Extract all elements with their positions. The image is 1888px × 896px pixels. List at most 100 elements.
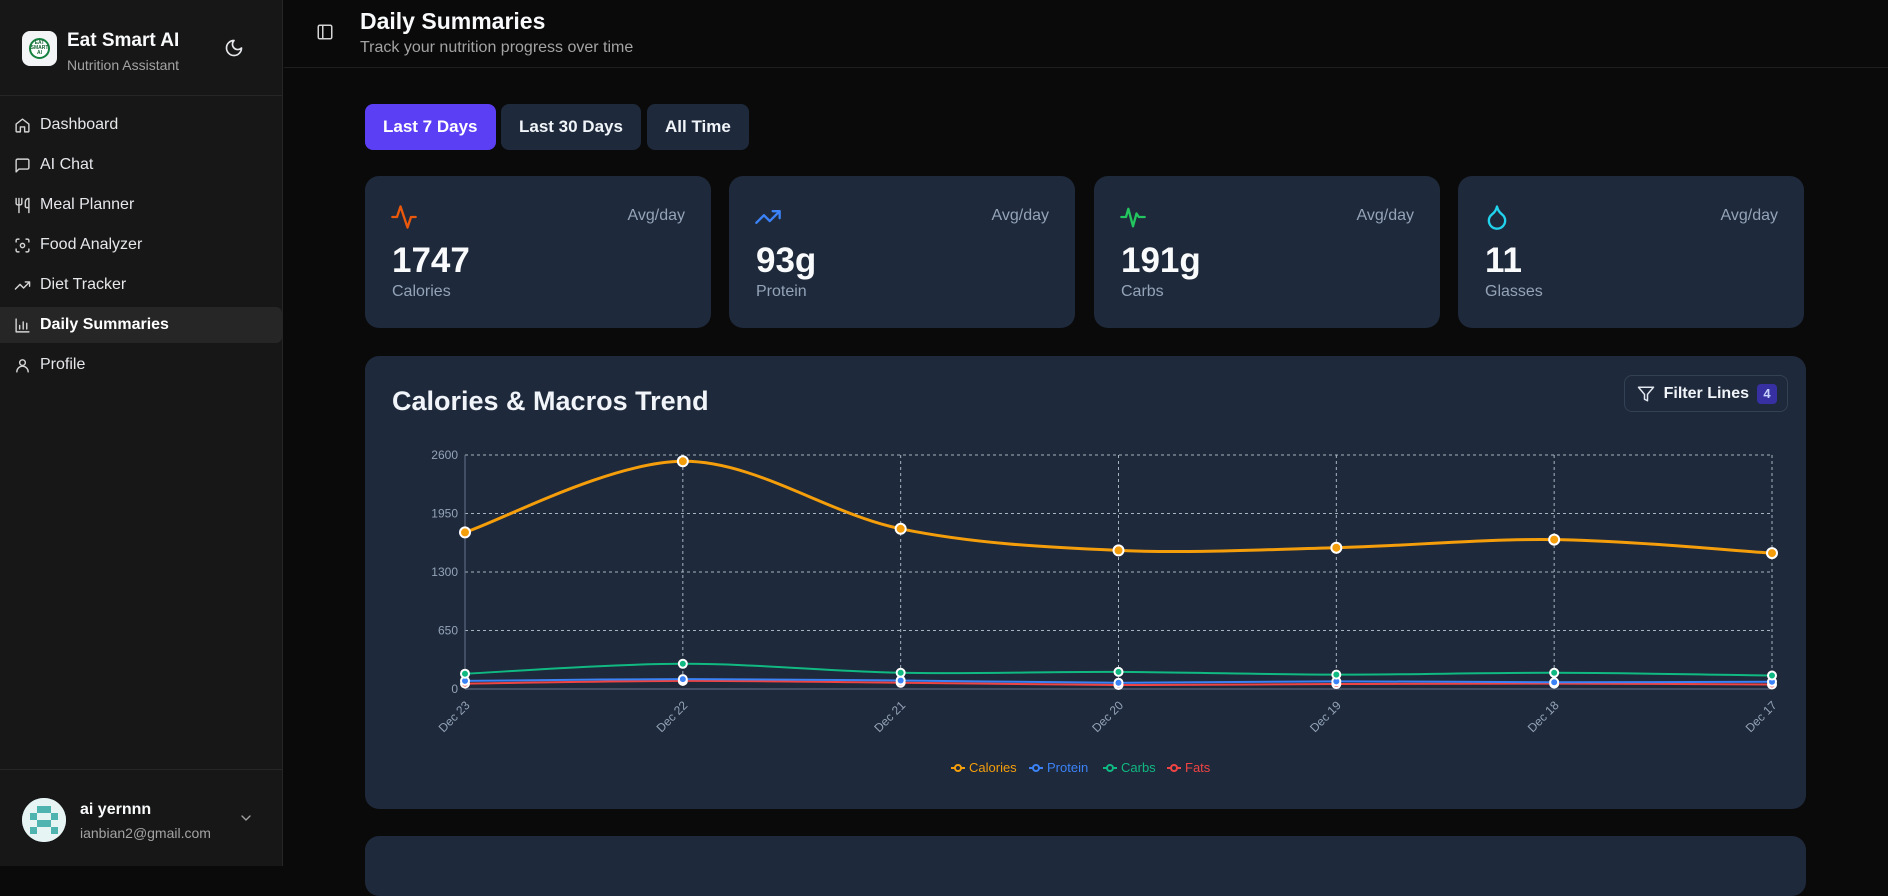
pulse-icon <box>1119 203 1147 231</box>
chat-icon <box>14 157 31 174</box>
user-name: ai yernnn <box>80 801 152 818</box>
y-tick-label: 650 <box>438 624 458 638</box>
range-last-7-days-button[interactable]: Last 7 Days <box>365 104 496 150</box>
sidebar-nav: Dashboard AI Chat Meal Planner Food Anal… <box>0 96 282 383</box>
sidebar-item-food-analyzer[interactable]: Food Analyzer <box>0 227 282 263</box>
main-content: Daily Summaries Track your nutrition pro… <box>284 0 1888 896</box>
legend-label-fats[interactable]: Fats <box>1185 760 1211 775</box>
legend-label-protein[interactable]: Protein <box>1047 760 1088 775</box>
legend-label-calories[interactable]: Calories <box>969 760 1017 775</box>
y-tick-label: 1300 <box>431 565 458 579</box>
data-point-carbs[interactable] <box>1113 666 1124 677</box>
sidebar: EAT SMART AI Eat Smart AI Nutrition Assi… <box>0 0 283 866</box>
data-point-calories[interactable] <box>1766 547 1778 560</box>
app-subtitle: Nutrition Assistant <box>67 57 180 73</box>
stat-avg-label: Avg/day <box>1720 207 1778 224</box>
user-email: ianbian2@gmail.com <box>80 825 211 841</box>
trend-chart: 0 650 1300 1950 2600 Dec 23 Dec 22 Dec 21 Dec 20… <box>431 448 1780 775</box>
y-tick-label: 0 <box>451 682 458 696</box>
stat-avg-label: Avg/day <box>991 207 1049 224</box>
sidebar-item-label: Diet Tracker <box>40 276 127 293</box>
chart-title: Calories & Macros Trend <box>392 386 709 416</box>
stat-avg-label: Avg/day <box>627 207 685 224</box>
legend-marker <box>1170 764 1178 772</box>
theme-toggle-moon-icon[interactable] <box>224 38 246 60</box>
top-bar: Daily Summaries Track your nutrition pro… <box>284 0 1888 68</box>
data-point-carbs[interactable] <box>1331 669 1342 680</box>
trending-up-icon <box>754 203 782 231</box>
stat-card-calories: Avg/day 1747 Calories <box>365 176 711 328</box>
stat-label: Protein <box>756 283 807 300</box>
legend-marker <box>1106 764 1114 772</box>
data-point-protein[interactable] <box>1113 677 1124 688</box>
chevron-down-icon[interactable] <box>238 810 254 826</box>
sidebar-item-dashboard[interactable]: Dashboard <box>0 107 282 143</box>
page-title: Daily Summaries <box>360 8 546 34</box>
legend-marker <box>1032 764 1040 772</box>
sidebar-item-label: Profile <box>40 356 86 373</box>
stat-value: 93g <box>756 241 817 280</box>
filter-lines-button[interactable]: Filter Lines 4 <box>1623 375 1788 412</box>
sidebar-item-label: Daily Summaries <box>40 316 169 333</box>
sidebar-item-ai-chat[interactable]: AI Chat <box>0 147 282 183</box>
stat-value: 11 <box>1485 241 1522 280</box>
data-point-calories[interactable] <box>459 526 471 539</box>
x-tick-label: Dec 23 <box>436 698 473 735</box>
data-point-calories[interactable] <box>676 455 689 468</box>
home-icon <box>14 117 31 134</box>
stat-label: Calories <box>392 283 451 300</box>
trend-chart-card: 0 650 1300 1950 2600 Dec 23 Dec 22 Dec 21 Dec 20… <box>365 356 1806 809</box>
data-point-calories[interactable] <box>894 522 907 535</box>
legend-marker <box>954 764 962 772</box>
data-point-carbs[interactable] <box>677 658 688 669</box>
data-point-protein[interactable] <box>1549 677 1560 688</box>
activity-icon <box>390 203 418 231</box>
x-tick-label: Dec 17 <box>1743 698 1780 735</box>
data-point-carbs[interactable] <box>1549 667 1560 678</box>
range-all-time-button[interactable]: All Time <box>647 104 749 150</box>
stat-value: 191g <box>1121 241 1201 280</box>
sidebar-item-profile[interactable]: Profile <box>0 347 282 383</box>
stat-card-carbs: Avg/day 191g Carbs <box>1094 176 1440 328</box>
utensils-icon <box>14 197 31 214</box>
data-point-carbs[interactable] <box>1767 670 1777 681</box>
sidebar-toggle-icon[interactable] <box>316 23 334 41</box>
stat-label: Carbs <box>1121 283 1164 300</box>
sidebar-item-label: AI Chat <box>40 156 94 173</box>
user-menu[interactable]: ai yernnn ianbian2@gmail.com <box>0 769 283 866</box>
data-point-protein[interactable] <box>677 674 688 685</box>
x-tick-label: Dec 18 <box>1525 698 1562 735</box>
legend-label-carbs[interactable]: Carbs <box>1121 760 1156 775</box>
sidebar-item-meal-planner[interactable]: Meal Planner <box>0 187 282 223</box>
scan-icon <box>14 237 31 254</box>
y-tick-label: 1950 <box>431 507 458 521</box>
droplet-icon <box>1483 203 1511 231</box>
user-icon <box>14 357 31 374</box>
stat-value: 1747 <box>392 241 470 280</box>
y-tick-label: 2600 <box>431 448 458 462</box>
logo-mark: EAT SMART AI <box>29 38 50 59</box>
filter-icon <box>1637 385 1655 403</box>
data-point-carbs[interactable] <box>460 668 470 679</box>
range-last-30-days-button[interactable]: Last 30 Days <box>501 104 641 150</box>
filter-label: Filter Lines <box>1663 384 1749 402</box>
stat-avg-label: Avg/day <box>1356 207 1414 224</box>
brand-header: EAT SMART AI Eat Smart AI Nutrition Assi… <box>0 0 282 96</box>
app-logo: EAT SMART AI <box>22 31 57 66</box>
sidebar-item-daily-summaries[interactable]: Daily Summaries <box>0 307 282 343</box>
next-section-card <box>365 836 1806 896</box>
trending-up-icon <box>14 277 31 294</box>
x-tick-label: Dec 20 <box>1089 698 1126 735</box>
app-title: Eat Smart AI <box>67 30 180 51</box>
data-point-calories[interactable] <box>1330 541 1343 554</box>
x-tick-label: Dec 19 <box>1307 698 1344 735</box>
data-point-calories[interactable] <box>1548 533 1561 546</box>
data-point-carbs[interactable] <box>895 667 906 678</box>
data-point-calories[interactable] <box>1112 544 1125 557</box>
stat-card-protein: Avg/day 93g Protein <box>729 176 1075 328</box>
sidebar-item-diet-tracker[interactable]: Diet Tracker <box>0 267 282 303</box>
bar-chart-icon <box>14 317 31 334</box>
stat-card-glasses: Avg/day 11 Glasses <box>1458 176 1804 328</box>
stat-label: Glasses <box>1485 283 1543 300</box>
filter-count-badge: 4 <box>1757 383 1777 404</box>
